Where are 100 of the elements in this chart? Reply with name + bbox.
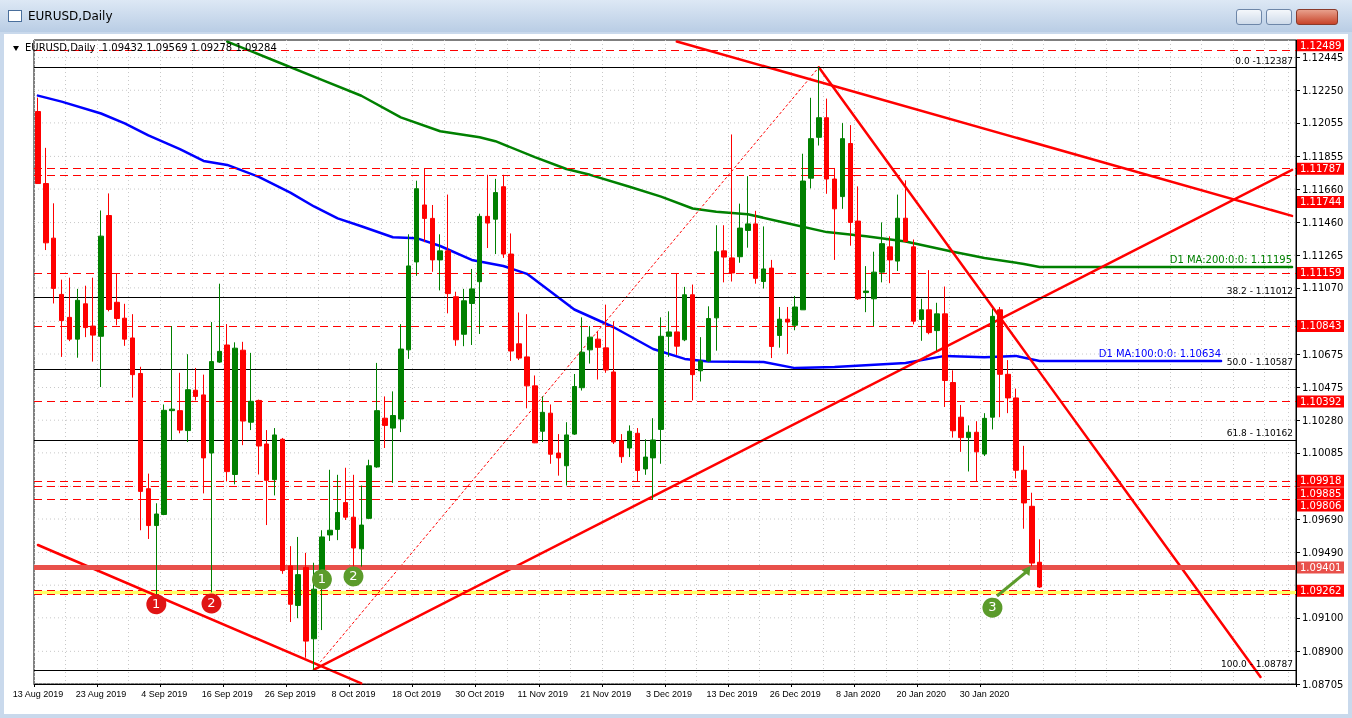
- annotation: 38.2 - 1.11012: [1226, 286, 1293, 297]
- x-tick-label: 8 Jan 2020: [835, 688, 881, 699]
- y-tick-label: 1.09100: [1302, 612, 1344, 624]
- candlestick: [871, 251, 877, 327]
- candlestick: [272, 427, 277, 496]
- candlestick: [650, 417, 656, 500]
- y-tick-label: 1.11070: [1302, 282, 1344, 294]
- candlestick: [777, 306, 782, 349]
- ref-line-label: 1.09806: [1300, 500, 1342, 512]
- series-label: D1 MA:100:0:0: 1.10634: [1098, 348, 1222, 360]
- candlestick: [406, 233, 411, 360]
- candlestick: [990, 308, 995, 430]
- candlestick: [966, 424, 971, 472]
- x-tick-label: 11 Nov 2019: [517, 688, 568, 699]
- ref-line-label: 1.11787: [1300, 163, 1342, 175]
- ref-line-label: 1.11159: [1300, 267, 1342, 279]
- ref-line-label: 1.10392: [1300, 395, 1342, 407]
- candlestick: [714, 224, 719, 352]
- candlestick: [75, 288, 80, 359]
- candlestick: [761, 225, 766, 290]
- candlestick: [564, 421, 569, 487]
- candlestick: [840, 122, 845, 210]
- candlestick: [808, 97, 814, 189]
- candlestick: [579, 316, 585, 392]
- ref-line-label: 1.09918: [1300, 475, 1342, 487]
- candlestick: [745, 175, 751, 249]
- candlestick: [335, 474, 340, 541]
- candlestick: [437, 233, 443, 291]
- candlestick: [903, 179, 908, 244]
- candlestick: [737, 203, 743, 264]
- candlestick: [461, 288, 467, 347]
- candlestick: [414, 180, 419, 277]
- annotation: 2: [207, 595, 216, 611]
- annotation: 1: [317, 571, 327, 587]
- ref-line-label: 1.12489: [1300, 39, 1342, 51]
- candlestick: [658, 316, 664, 465]
- ref-line-label: 1.10843: [1300, 320, 1342, 332]
- x-tick-label: 23 Aug 2019: [75, 688, 127, 699]
- candlestick: [887, 235, 893, 284]
- x-tick-label: 8 Oct 2019: [331, 688, 376, 699]
- candlestick: [982, 412, 987, 457]
- y-tick-label: 1.11855: [1302, 150, 1344, 162]
- y-tick-label: 1.11460: [1302, 217, 1344, 229]
- y-tick-label: 1.08705: [1302, 678, 1344, 690]
- annotation: 2: [349, 568, 358, 584]
- y-tick-label: 1.10280: [1302, 414, 1344, 426]
- x-tick-label: 20 Jan 2020: [896, 688, 947, 699]
- candlestick: [1037, 538, 1042, 589]
- ref-line-label: 1.11744: [1300, 196, 1342, 208]
- y-tick-label: 1.10675: [1302, 348, 1344, 360]
- x-tick-label: 30 Jan 2020: [959, 688, 1010, 699]
- candlestick: [493, 178, 498, 255]
- x-tick-label: 16 Sep 2019: [201, 688, 253, 699]
- ref-line-label: 1.09885: [1300, 487, 1342, 499]
- candlestick: [863, 265, 869, 313]
- candlestick: [469, 268, 475, 346]
- x-tick-label: 13 Aug 2019: [12, 688, 64, 699]
- x-tick-label: 13 Dec 2019: [706, 688, 758, 699]
- candlestick: [548, 403, 553, 465]
- candlestick: [161, 403, 167, 516]
- annotation: 100.0 - 1.08787: [1221, 658, 1293, 669]
- x-tick-label: 26 Dec 2019: [769, 688, 821, 699]
- x-tick-label: 3 Dec 2019: [645, 688, 692, 699]
- candlestick: [232, 341, 238, 485]
- candlestick: [934, 302, 940, 352]
- candlestick: [477, 213, 482, 335]
- y-tick-label: 1.11660: [1302, 183, 1344, 195]
- annotation: 0.0 -1.12387: [1235, 55, 1293, 66]
- candlestick: [185, 353, 191, 443]
- candlestick: [217, 283, 222, 364]
- y-tick-label: 1.10085: [1302, 447, 1344, 459]
- candlestick: [682, 286, 687, 342]
- y-tick-label: 1.10475: [1302, 382, 1344, 394]
- candlestick: [209, 321, 214, 593]
- candlestick: [98, 210, 104, 388]
- ref-line-label: 1.09262: [1300, 585, 1342, 597]
- candlestick: [792, 295, 798, 331]
- annotation: 1: [152, 595, 161, 611]
- candlestick: [919, 298, 924, 342]
- y-tick-label: 1.11265: [1302, 249, 1344, 261]
- ref-line-label: 1.09401: [1300, 561, 1342, 573]
- series-label: D1 MA:200:0:0: 1.11195: [1169, 254, 1293, 266]
- x-tick-label: 4 Sep 2019: [141, 688, 188, 699]
- candlestick: [311, 562, 317, 671]
- candlestick: [595, 331, 601, 380]
- y-tick-label: 1.08900: [1302, 645, 1344, 657]
- candlestick: [627, 424, 632, 458]
- candlestick: [619, 433, 624, 464]
- y-tick-label: 1.12055: [1302, 117, 1344, 129]
- candlestick: [390, 390, 396, 484]
- candlestick: [359, 485, 364, 568]
- candlestick: [169, 325, 175, 441]
- candlestick: [587, 325, 593, 365]
- y-tick-label: 1.12250: [1302, 84, 1344, 96]
- candlestick: [958, 404, 964, 453]
- candlestick: [295, 536, 301, 619]
- candlestick: [540, 395, 545, 443]
- x-tick-label: 18 Oct 2019: [392, 688, 442, 699]
- candlestick: [248, 352, 254, 431]
- x-tick-label: 21 Nov 2019: [580, 688, 632, 699]
